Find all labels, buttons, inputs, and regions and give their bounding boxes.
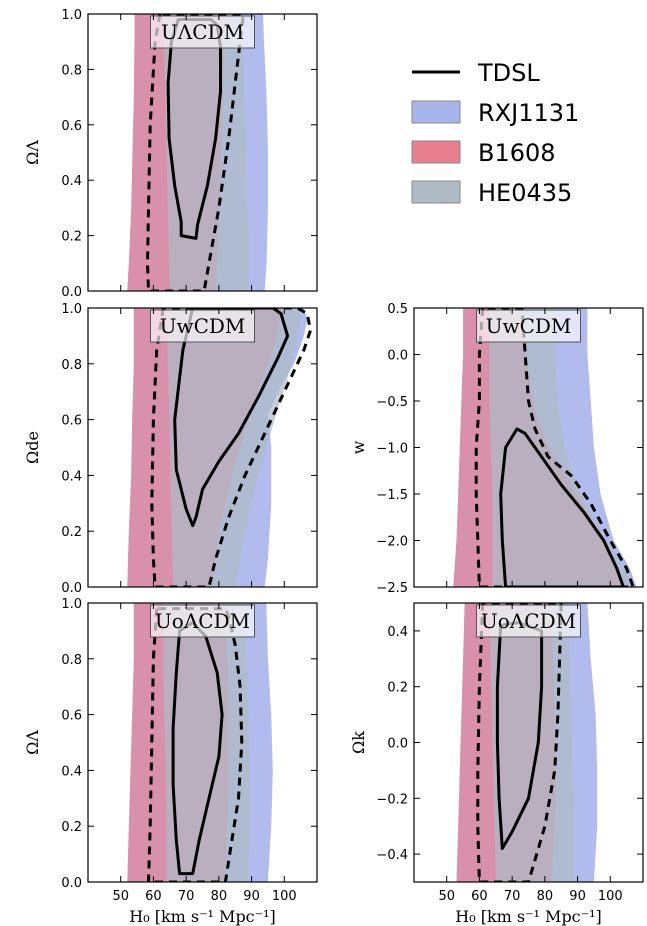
x-tick-label: 90 xyxy=(243,889,260,904)
y-tick-label: 0.4 xyxy=(61,174,82,189)
plot-area xyxy=(414,308,643,587)
y-tick-label: −0.5 xyxy=(376,395,408,410)
legend: TDSL RXJ1131 B1608 HE0435 xyxy=(411,59,579,207)
legend-item-b1608: B1608 xyxy=(411,139,556,167)
panel-title: UwCDM xyxy=(486,314,572,338)
y-tick-label: −2.0 xyxy=(376,535,408,550)
tdsl-contour-outer xyxy=(474,308,635,587)
legend-item-he0435: HE0435 xyxy=(411,179,572,207)
panel-2: UwCDM 0.0 0.2 0.4 0.6 0.8 1.0 Ωde xyxy=(23,302,318,596)
y-tick-label: 0.6 xyxy=(61,709,82,724)
y-axis-label: Ωde xyxy=(23,431,42,464)
plot-area xyxy=(88,308,317,587)
y-axis-label: Ωk xyxy=(349,731,368,754)
title-box xyxy=(476,604,581,638)
legend-label: TDSL xyxy=(477,59,540,87)
title-box xyxy=(150,604,255,638)
y-axis-label: w xyxy=(349,440,368,454)
x-axis-label: H₀ [km s⁻¹ Mpc⁻¹] xyxy=(129,907,276,926)
x-tick-label: 50 xyxy=(438,889,455,904)
legend-label: B1608 xyxy=(478,139,556,167)
band-he0435 xyxy=(163,14,249,291)
x-tick-label: 90 xyxy=(569,889,586,904)
panel-title: UoΛCDM xyxy=(155,609,250,633)
x-tick-label: 70 xyxy=(504,889,521,904)
y-tick-label: 0.4 xyxy=(61,469,82,484)
y-axis-label: ΩΛ xyxy=(23,730,42,755)
y-tick-label: 0.2 xyxy=(61,230,82,245)
legend-patch-swatch xyxy=(411,140,461,164)
legend-label: RXJ1131 xyxy=(478,99,579,127)
y-tick-label: 0.8 xyxy=(61,653,82,668)
panels: UΛCDM 0.0 0.2 0.4 0.6 0.8 1.0 ΩΛ UwCDM 0.0 0.2 0.4 0… xyxy=(23,8,644,926)
plot-area xyxy=(88,14,317,291)
panel-title: UoΛCDM xyxy=(481,609,576,633)
title-box xyxy=(150,15,255,49)
y-tick-label: 0.4 xyxy=(387,625,408,640)
y-tick-label: 0.0 xyxy=(387,349,408,364)
x-tick-label: 80 xyxy=(537,889,554,904)
axes-frame xyxy=(87,602,318,883)
title-box xyxy=(150,309,255,343)
y-tick-label: −0.2 xyxy=(376,792,408,807)
x-tick-label: 70 xyxy=(178,889,195,904)
tdsl-contour-outer xyxy=(146,14,245,291)
x-tick-label: 100 xyxy=(598,889,623,904)
y-tick-label: 0.0 xyxy=(387,737,408,752)
y-tick-label: 0.4 xyxy=(61,764,82,779)
tdsl-contour-outer xyxy=(147,607,244,882)
y-tick-label: 0.0 xyxy=(61,285,82,300)
y-axis-label: ΩΛ xyxy=(23,140,42,165)
legend-patch-swatch xyxy=(411,100,461,124)
tdsl-contour-inner xyxy=(173,308,290,528)
panel-1: UΛCDM 0.0 0.2 0.4 0.6 0.8 1.0 ΩΛ xyxy=(23,8,318,300)
x-tick-label: 100 xyxy=(272,889,297,904)
legend-item-tdsl: TDSL xyxy=(412,59,540,87)
y-tick-label: 0.0 xyxy=(61,581,82,596)
y-tick-label: −0.4 xyxy=(376,848,408,863)
tdsl-contour-inner xyxy=(499,427,625,587)
y-tick-label: 0.6 xyxy=(61,119,82,134)
plot-area xyxy=(88,603,317,882)
legend-label: HE0435 xyxy=(478,179,572,207)
y-tick-label: 0.8 xyxy=(61,63,82,78)
y-tick-label: −1.5 xyxy=(376,488,408,503)
tdsl-contour-outer xyxy=(150,308,312,587)
x-tick-label: 80 xyxy=(211,889,228,904)
panel-4: UoΛCDM 0.0 0.2 0.4 0.6 0.8 1.0 50 60 70 80 90 100 ΩΛ H… xyxy=(23,597,318,926)
tdsl-contour-inner xyxy=(171,621,224,876)
y-tick-label: −2.5 xyxy=(376,581,408,596)
x-tick-label: 50 xyxy=(112,889,129,904)
plot-area xyxy=(414,603,643,882)
y-tick-label: 0.6 xyxy=(61,414,82,429)
title-box xyxy=(476,309,581,343)
legend-item-rxj1131: RXJ1131 xyxy=(411,99,579,127)
legend-patch-swatch xyxy=(411,180,461,204)
tdsl-contour-outer xyxy=(476,603,563,882)
panel-title: UwCDM xyxy=(160,314,246,338)
panel-3: UwCDM −2.5 −2.0 −1.5 −1.0 −0.5 0.0 0.5 w xyxy=(349,302,644,596)
y-tick-label: 0.2 xyxy=(61,525,82,540)
x-axis-label: H₀ [km s⁻¹ Mpc⁻¹] xyxy=(455,907,602,926)
y-tick-label: 0.2 xyxy=(61,820,82,835)
y-tick-label: 1.0 xyxy=(61,597,82,612)
band-he0435 xyxy=(489,603,575,882)
y-tick-label: 0.2 xyxy=(387,681,408,696)
y-tick-label: 0.5 xyxy=(387,302,408,317)
axes-frame xyxy=(87,307,318,588)
x-tick-label: 60 xyxy=(145,889,162,904)
y-tick-label: 0.8 xyxy=(61,358,82,373)
y-tick-label: 0.0 xyxy=(61,876,82,891)
x-tick-label: 60 xyxy=(471,889,488,904)
band-he0435 xyxy=(163,603,250,882)
panel-title: UΛCDM xyxy=(161,20,244,44)
y-tick-label: −1.0 xyxy=(376,442,408,457)
y-tick-label: 1.0 xyxy=(61,302,82,317)
axes-frame xyxy=(87,13,318,292)
panel-5: UoΛCDM −0.4 −0.2 0.0 0.2 0.4 50 60 70 80 90 100 Ωk H₀… xyxy=(349,602,644,926)
y-tick-label: 1.0 xyxy=(61,8,82,23)
